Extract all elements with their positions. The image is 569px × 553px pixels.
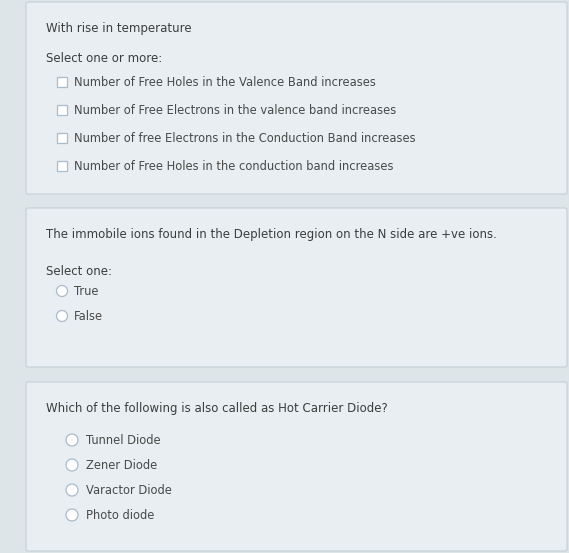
Text: With rise in temperature: With rise in temperature bbox=[46, 22, 192, 35]
Circle shape bbox=[66, 459, 78, 471]
Bar bbox=[57, 133, 67, 143]
Text: Tunnel Diode: Tunnel Diode bbox=[86, 434, 160, 447]
Text: Number of Free Holes in the conduction band increases: Number of Free Holes in the conduction b… bbox=[74, 160, 394, 173]
Text: Number of free Electrons in the Conduction Band increases: Number of free Electrons in the Conducti… bbox=[74, 132, 415, 145]
Circle shape bbox=[56, 285, 68, 296]
Text: Select one:: Select one: bbox=[46, 265, 112, 278]
Text: Photo diode: Photo diode bbox=[86, 509, 154, 522]
FancyBboxPatch shape bbox=[26, 382, 567, 551]
Circle shape bbox=[66, 509, 78, 521]
Text: The immobile ions found in the Depletion region on the N side are +ve ions.: The immobile ions found in the Depletion… bbox=[46, 228, 497, 241]
Text: Number of Free Holes in the Valence Band increases: Number of Free Holes in the Valence Band… bbox=[74, 76, 376, 89]
Text: Varactor Diode: Varactor Diode bbox=[86, 484, 172, 497]
FancyBboxPatch shape bbox=[26, 208, 567, 367]
Circle shape bbox=[56, 310, 68, 321]
FancyBboxPatch shape bbox=[26, 2, 567, 194]
Text: Which of the following is also called as Hot Carrier Diode?: Which of the following is also called as… bbox=[46, 402, 387, 415]
Bar bbox=[57, 105, 67, 115]
Bar bbox=[57, 161, 67, 171]
Bar bbox=[57, 77, 67, 87]
Text: False: False bbox=[74, 310, 103, 323]
Text: True: True bbox=[74, 285, 98, 298]
Circle shape bbox=[66, 434, 78, 446]
Circle shape bbox=[66, 484, 78, 496]
Text: Select one or more:: Select one or more: bbox=[46, 52, 162, 65]
Text: Zener Diode: Zener Diode bbox=[86, 459, 157, 472]
Text: Number of Free Electrons in the valence band increases: Number of Free Electrons in the valence … bbox=[74, 104, 396, 117]
